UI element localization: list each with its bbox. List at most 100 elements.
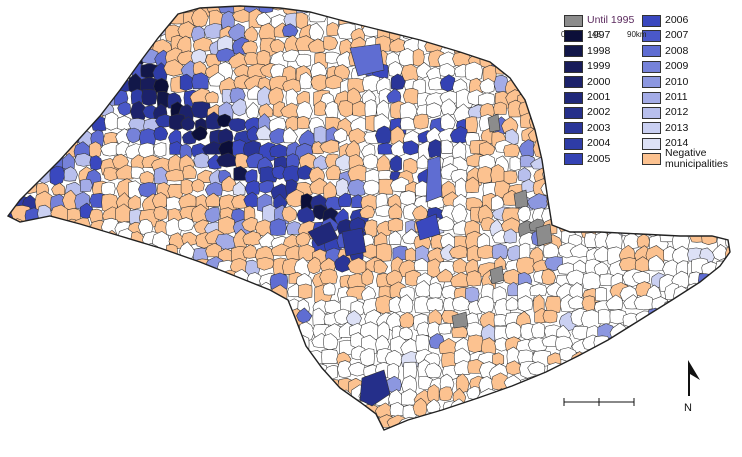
municipality bbox=[726, 296, 730, 316]
municipality bbox=[152, 62, 168, 83]
municipality bbox=[166, 348, 182, 366]
municipality bbox=[664, 362, 679, 374]
municipality bbox=[650, 416, 664, 430]
municipality bbox=[204, 91, 219, 104]
municipality bbox=[321, 379, 340, 394]
municipality bbox=[441, 35, 462, 49]
municipality bbox=[269, 143, 290, 158]
municipality-highlight bbox=[349, 43, 385, 77]
municipality bbox=[426, 102, 442, 119]
municipality bbox=[373, 259, 389, 274]
municipality bbox=[192, 60, 208, 75]
legend-swatch bbox=[642, 29, 661, 42]
municipality bbox=[453, 427, 475, 430]
municipality bbox=[52, 244, 71, 264]
municipality bbox=[606, 348, 624, 368]
legend-swatch bbox=[642, 14, 661, 27]
municipality bbox=[319, 139, 340, 154]
municipality bbox=[25, 127, 41, 144]
municipality bbox=[99, 269, 115, 290]
municipality bbox=[520, 450, 538, 457]
municipality bbox=[138, 425, 158, 430]
municipality bbox=[116, 295, 133, 315]
municipality bbox=[181, 413, 197, 430]
municipality bbox=[703, 297, 717, 314]
municipality bbox=[11, 300, 28, 314]
municipality bbox=[153, 206, 168, 221]
municipality bbox=[313, 154, 330, 170]
municipality bbox=[244, 180, 261, 195]
legend-swatch bbox=[564, 122, 583, 135]
municipality bbox=[685, 335, 703, 355]
municipality bbox=[544, 6, 558, 15]
municipality bbox=[105, 414, 123, 430]
municipality bbox=[166, 323, 184, 341]
municipality bbox=[359, 348, 375, 367]
legend-item: Negative municipalities bbox=[642, 148, 742, 170]
municipality-highlight bbox=[489, 265, 505, 285]
municipality bbox=[508, 401, 522, 419]
municipality bbox=[739, 300, 742, 316]
municipality bbox=[491, 12, 512, 31]
municipality bbox=[143, 454, 159, 457]
municipality bbox=[464, 12, 482, 30]
municipality bbox=[336, 415, 357, 430]
municipality bbox=[269, 272, 288, 292]
legend-item: 2005 bbox=[564, 153, 610, 166]
municipality bbox=[542, 26, 559, 42]
municipality bbox=[558, 427, 579, 430]
municipality bbox=[12, 352, 30, 366]
municipality bbox=[711, 326, 730, 345]
municipality bbox=[51, 323, 71, 342]
municipality bbox=[61, 130, 82, 144]
municipality bbox=[636, 204, 655, 220]
municipality bbox=[86, 397, 107, 418]
municipality bbox=[217, 371, 238, 389]
municipality bbox=[77, 364, 91, 379]
municipality bbox=[245, 399, 262, 417]
municipality bbox=[348, 451, 363, 457]
legend-item: 1997 bbox=[564, 29, 610, 42]
municipality bbox=[339, 442, 355, 457]
municipality bbox=[648, 194, 670, 210]
municipality bbox=[702, 208, 721, 225]
municipality bbox=[583, 440, 599, 453]
municipality bbox=[167, 307, 186, 328]
municipality bbox=[63, 425, 84, 430]
municipality bbox=[128, 180, 144, 201]
municipality bbox=[504, 40, 524, 55]
municipality bbox=[376, 243, 393, 262]
municipality bbox=[294, 414, 311, 430]
municipality bbox=[439, 386, 454, 402]
municipality bbox=[467, 6, 484, 10]
municipality bbox=[387, 217, 404, 232]
municipality bbox=[54, 388, 67, 404]
municipality bbox=[90, 439, 105, 457]
municipality bbox=[466, 427, 483, 430]
municipality bbox=[350, 441, 368, 457]
municipality bbox=[307, 38, 328, 53]
municipality bbox=[204, 181, 223, 197]
municipality bbox=[441, 441, 454, 457]
municipality bbox=[76, 411, 95, 429]
municipality bbox=[115, 441, 133, 457]
municipality bbox=[594, 427, 613, 430]
municipality bbox=[731, 387, 742, 405]
municipality bbox=[8, 298, 14, 317]
municipality bbox=[141, 89, 158, 106]
municipality bbox=[26, 285, 42, 307]
municipality bbox=[113, 333, 132, 353]
map-legend: Until 1995 1997 1998 1999 2000 2001 2002 2003 20… bbox=[564, 14, 734, 174]
municipality bbox=[286, 437, 302, 456]
municipality bbox=[387, 9, 401, 25]
municipality bbox=[625, 180, 642, 195]
municipality bbox=[10, 426, 25, 430]
municipality bbox=[21, 230, 35, 245]
municipality bbox=[270, 297, 286, 315]
municipality bbox=[270, 349, 289, 369]
municipality bbox=[126, 360, 143, 375]
north-arrow-icon bbox=[688, 360, 700, 396]
municipality bbox=[687, 442, 703, 457]
municipality bbox=[389, 154, 402, 173]
municipality bbox=[418, 23, 435, 42]
